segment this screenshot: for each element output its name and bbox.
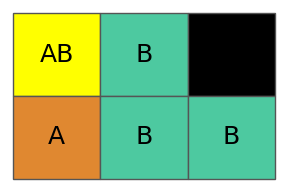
- Text: AB: AB: [39, 43, 74, 67]
- Text: A: A: [48, 125, 65, 149]
- Bar: [100, 96, 188, 179]
- Bar: [13, 13, 100, 96]
- Bar: [188, 13, 275, 96]
- Bar: [13, 96, 100, 179]
- Text: B: B: [135, 43, 153, 67]
- Bar: [100, 13, 188, 96]
- Bar: [188, 96, 275, 179]
- Text: B: B: [223, 125, 240, 149]
- Text: B: B: [135, 125, 153, 149]
